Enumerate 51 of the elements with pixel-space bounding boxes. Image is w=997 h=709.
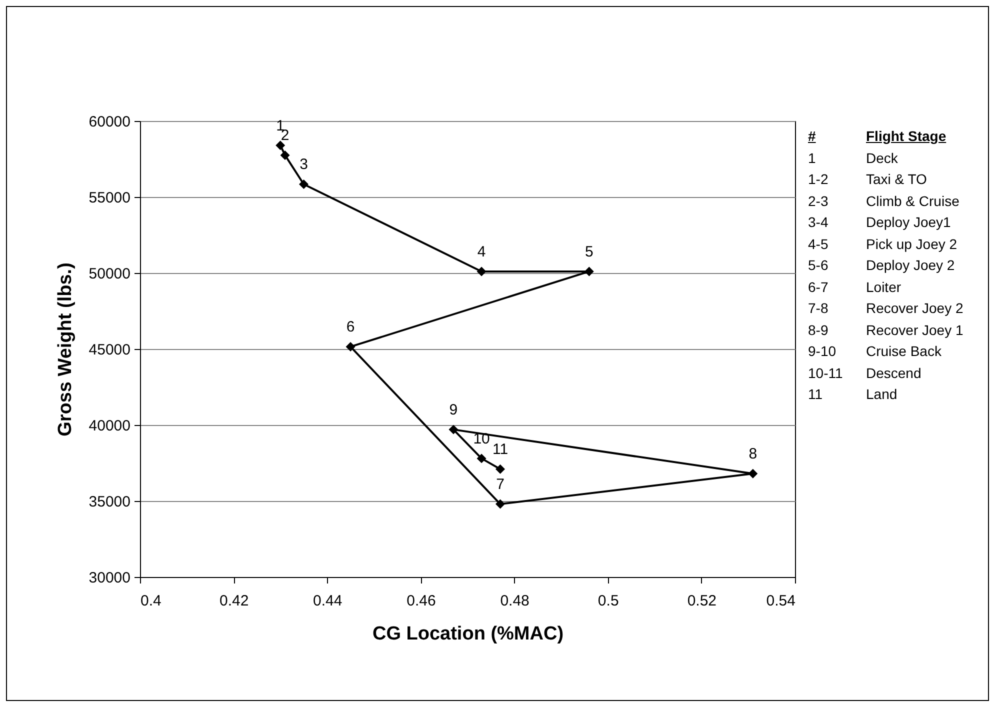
text: 1	[808, 148, 817, 168]
annotation: 8	[748, 446, 758, 463]
text: 1-2	[808, 170, 830, 189]
text: Deck	[866, 148, 899, 168]
text: Flight Stage	[866, 128, 946, 144]
x-tick-label: 0.52	[687, 592, 717, 610]
annotation: 9	[449, 402, 458, 419]
text: Loiter	[866, 278, 902, 296]
y-tick-label: 40000	[88, 418, 130, 434]
text: 10-11	[808, 364, 844, 382]
x-tick-label: 0.54	[766, 592, 796, 610]
annotation: 11	[492, 441, 508, 458]
x-tick-label: 0.42	[219, 592, 249, 610]
text: Pick up Joey 2	[866, 234, 958, 254]
annotation: 5	[584, 243, 594, 260]
text: Land	[866, 385, 898, 404]
text: Deploy Joey 2	[866, 256, 956, 275]
y-tick-label: 45000	[88, 342, 130, 358]
text: Cruise Back	[866, 342, 942, 361]
text: 4-5	[808, 234, 830, 254]
text: 7-8	[808, 299, 830, 318]
y-tick-label: 55000	[88, 190, 130, 206]
annotation: 3	[300, 156, 308, 174]
text: 9-10	[808, 342, 838, 361]
y-tick-label: 35000	[88, 494, 130, 510]
annotation: 7	[496, 476, 504, 494]
text: 8-9	[808, 320, 830, 340]
text: Taxi & TO	[866, 170, 928, 189]
text: 11	[808, 385, 824, 404]
y-tick-label: 30000	[88, 570, 130, 586]
text: Recover Joey 1	[866, 320, 964, 340]
x-tick-label: 0.5	[598, 592, 619, 610]
x-tick-label: 0.48	[500, 592, 530, 610]
y-axis-title: Gross Weight (lbs.)	[54, 262, 76, 436]
text: Deploy Joey1	[866, 213, 952, 232]
text: Recover Joey 2	[866, 299, 964, 318]
annotation: 6	[346, 318, 355, 336]
x-tick-label: 0.46	[406, 592, 436, 610]
text: #	[808, 128, 816, 144]
y-tick-label: 50000	[88, 266, 130, 282]
text: 2-3	[808, 192, 830, 210]
x-tick-label: 0.44	[313, 592, 342, 610]
x-tick-label: 0.4	[140, 592, 162, 610]
annotation: 4	[477, 243, 486, 260]
x-axis-title: CG Location (%MAC)	[372, 624, 564, 644]
text: 6-7	[808, 278, 830, 296]
y-tick-label: 60000	[88, 114, 130, 130]
text: Descend	[866, 364, 922, 382]
text: Climb & Cruise	[866, 192, 960, 210]
text: 5-6	[808, 256, 830, 275]
text: 3-4	[808, 213, 830, 232]
